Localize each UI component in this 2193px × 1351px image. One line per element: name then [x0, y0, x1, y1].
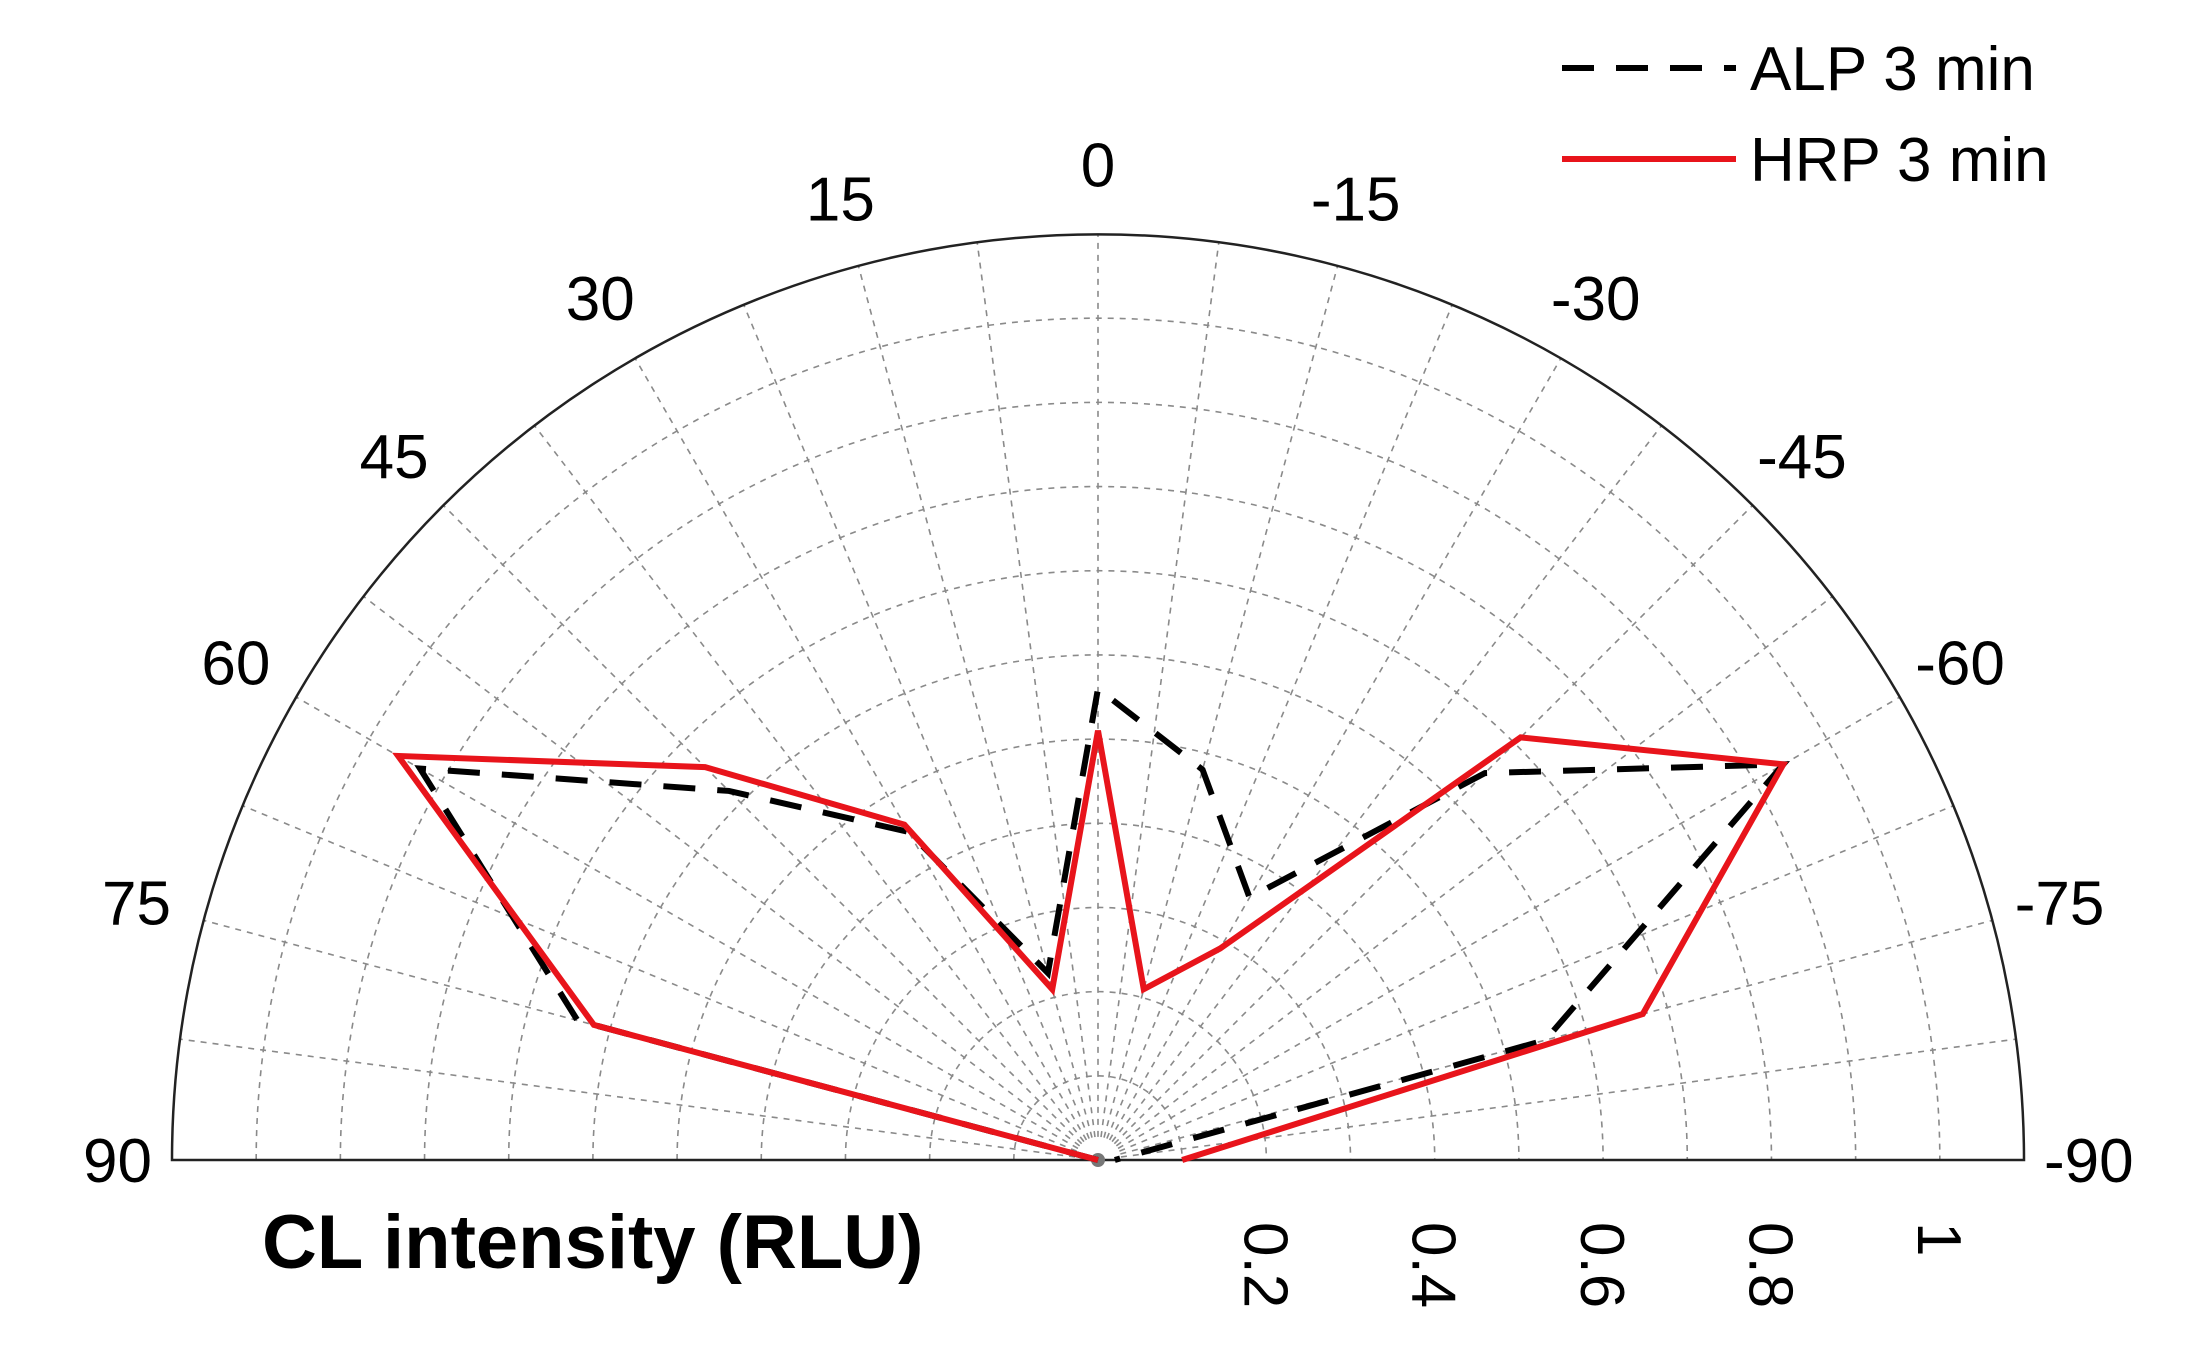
- legend-label-hrp: HRP 3 min: [1750, 126, 2049, 195]
- radial-tick-label: 0.4: [1399, 1222, 1468, 1308]
- angle-tick-label: 90: [83, 1127, 152, 1196]
- angle-tick-label: 30: [566, 265, 635, 334]
- angle-tick-label: 0: [1081, 132, 1115, 201]
- grid-radial: [1113, 504, 1754, 1145]
- radial-tick-label: 1: [1904, 1222, 1973, 1256]
- series-layer: [392, 683, 1791, 1163]
- x-axis-label: CL intensity (RLU): [262, 1200, 923, 1285]
- angle-tick-label: -30: [1551, 265, 1641, 334]
- grid-arc: [928, 991, 1268, 1161]
- grid-radial: [442, 504, 1083, 1145]
- tick-labels: 90 75 60 45 30 15 0 -15 -30 -45 -60 -75 -90 0.2 0.4 0.6…: [83, 132, 2134, 1309]
- angle-tick-label: -75: [2015, 869, 2105, 938]
- polar-frame: [170, 232, 2026, 1162]
- grid-radial: [976, 241, 1096, 1138]
- grid-radial: [1119, 804, 1954, 1152]
- radial-tick-label: 0.2: [1230, 1222, 1299, 1308]
- grid-radial: [362, 595, 1081, 1147]
- polar-grid: [170, 232, 2026, 1167]
- grid-radial: [634, 357, 1088, 1141]
- angle-tick-label: 45: [360, 423, 429, 492]
- angle-tick-label: -90: [2044, 1127, 2134, 1196]
- radial-tick-label: 0.6: [1567, 1222, 1636, 1308]
- angle-tick-label: 75: [102, 869, 171, 938]
- angle-tick-label: 15: [806, 165, 875, 234]
- legend: ALP 3 min HRP 3 min: [1562, 35, 2049, 195]
- angle-tick-label: -60: [1915, 629, 2005, 698]
- grid-radial: [1103, 265, 1339, 1138]
- angle-tick-label: -15: [1311, 165, 1401, 234]
- radial-tick-label: 0.8: [1735, 1222, 1804, 1308]
- grid-radial: [857, 265, 1093, 1138]
- angle-tick-label: 60: [201, 629, 270, 698]
- legend-label-alp: ALP 3 min: [1750, 35, 2035, 104]
- grid-radial: [742, 304, 1090, 1139]
- angle-tick-label: -45: [1757, 423, 1847, 492]
